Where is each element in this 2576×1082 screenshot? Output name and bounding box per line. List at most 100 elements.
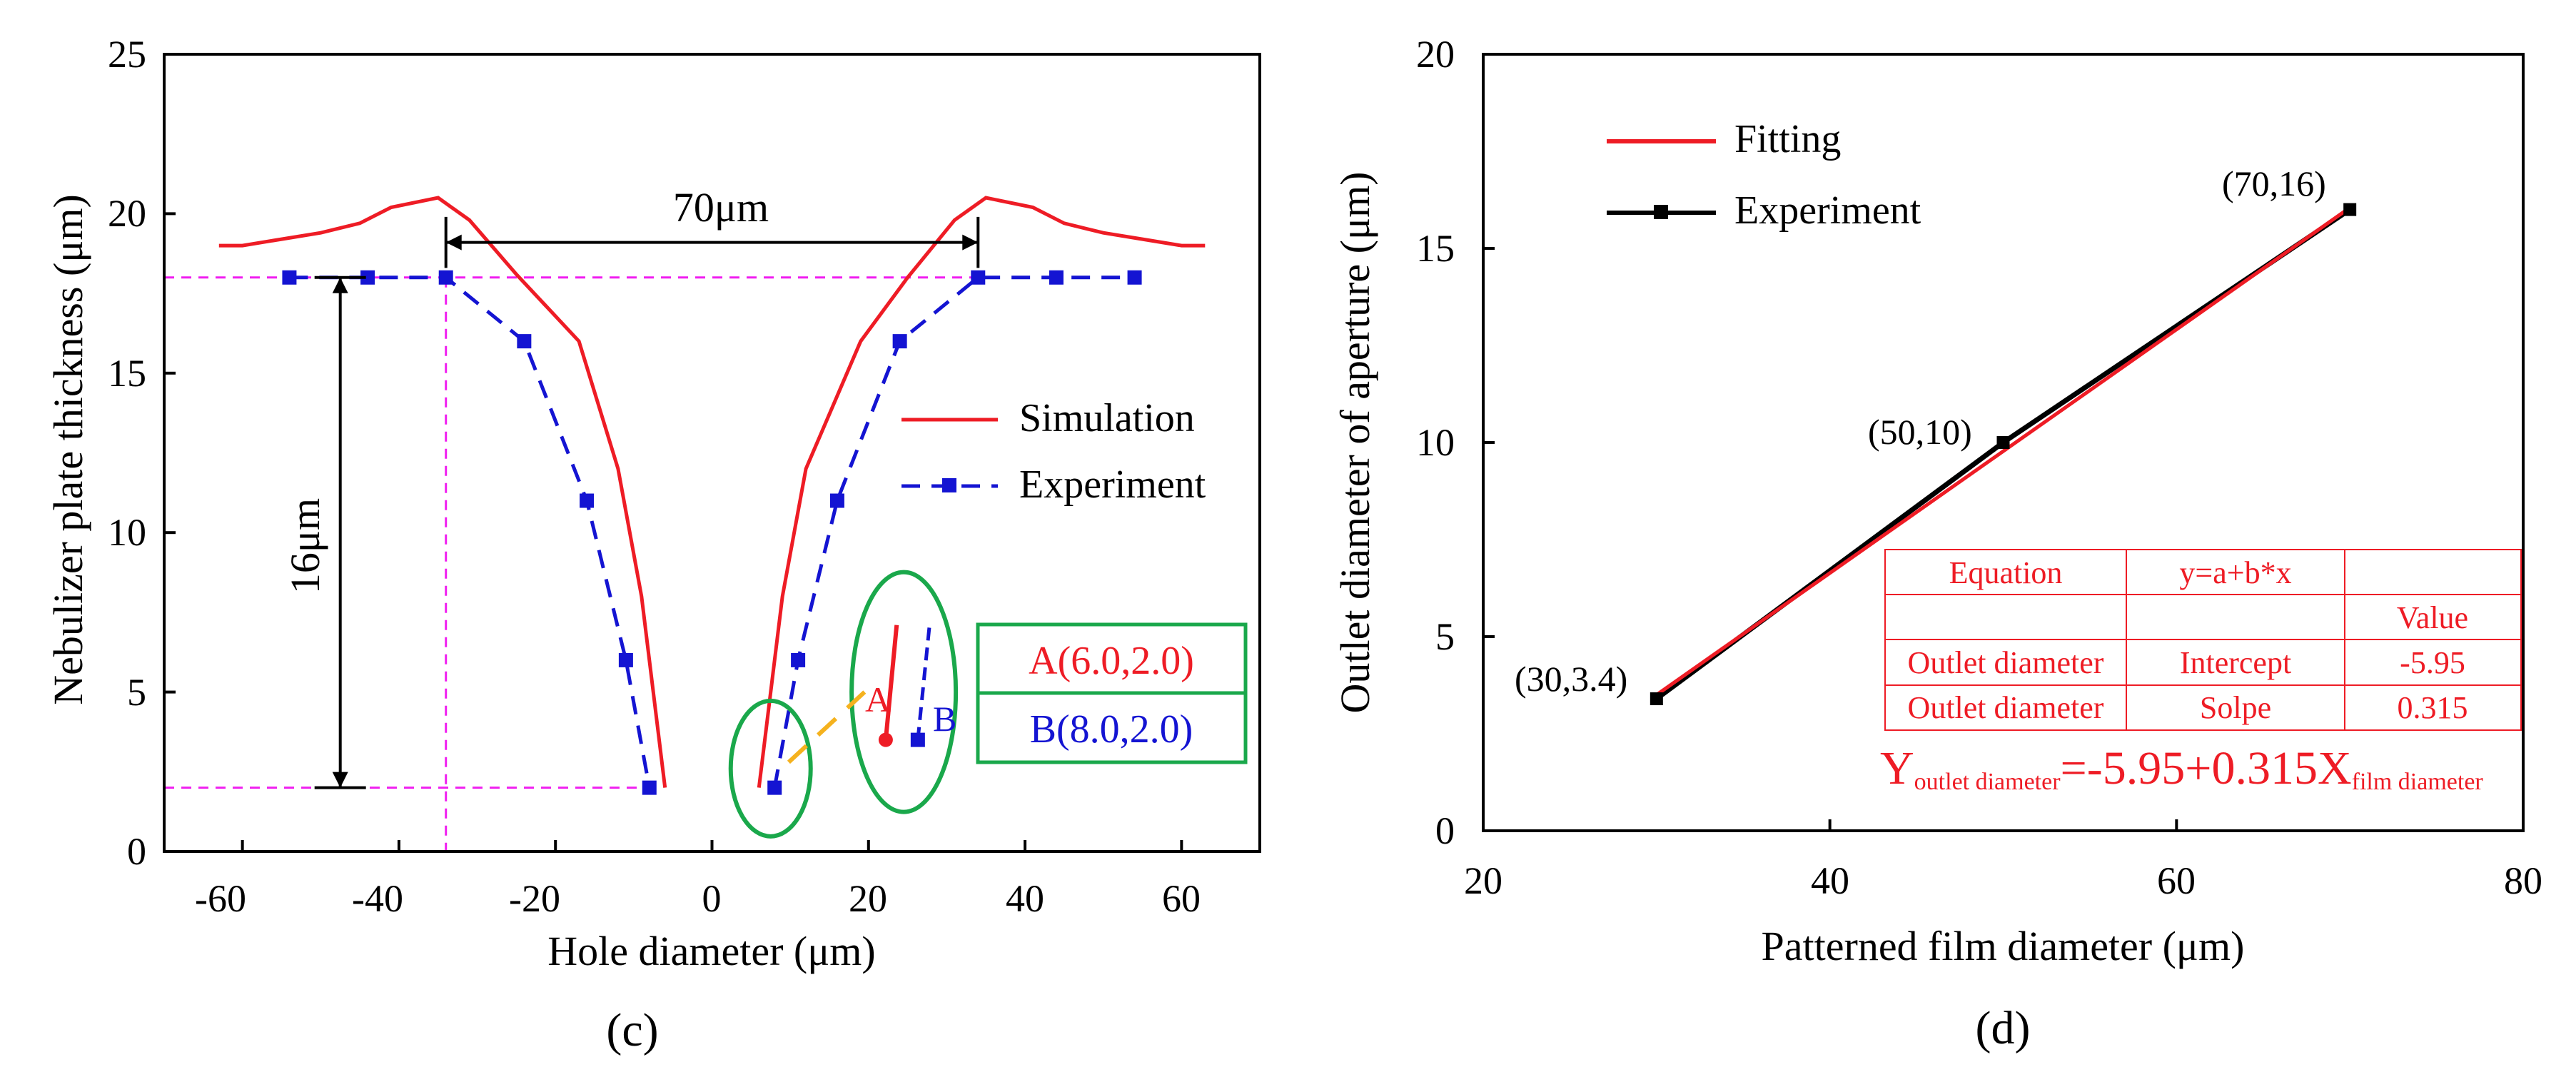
data-point [580,493,595,508]
table-cell: -5.95 [2400,645,2465,680]
axis-ticks [164,53,1183,853]
arrow-head [962,234,979,251]
table-cell: Value [2397,600,2468,635]
x-axis-title: Hole diameter (μm) [547,928,875,974]
inset-line-b [916,625,931,740]
axis-ticks [1482,53,2525,832]
panel-label: (d) [1976,1002,2031,1054]
x-tick-label: 80 [2504,859,2542,902]
table-cell: Equation [1949,555,2063,590]
inset-b-label: B [933,699,956,739]
annotations-group [314,216,980,839]
fit-table: Equation y=a+b*x Value Outlet diameter I… [1884,549,2522,731]
equation-body: =-5.95+0.315X [2061,742,2352,794]
reference-lines [164,276,979,851]
highlight-ellipse-small [728,698,813,839]
y-tick-label: 0 [127,830,146,873]
series-line-simulation [757,196,1206,788]
legend-marker [942,478,956,492]
legend: Fitting Experiment [1607,117,1921,233]
x-tick-label: -20 [509,877,560,920]
data-label: (30,3.4) [1515,659,1627,699]
x-tick-label: -60 [195,877,246,920]
y-tick-label: 25 [108,33,146,76]
height-dimension-label: 16μm [282,498,328,594]
x-tick-label: 60 [2157,859,2196,902]
equation-y-sub: outlet diameter [1914,769,2061,795]
arrow-head [445,234,462,251]
table-cell: Intercept [2180,645,2291,680]
chart-d: 20 40 60 80 0 5 10 15 20 Patterned film … [1332,33,2542,1054]
data-point [1996,436,2010,449]
data-point [438,270,453,285]
data-point [1127,270,1142,285]
data-point [360,270,375,285]
data-point [829,493,844,508]
legend-label: Experiment [1734,188,1921,233]
x-tick-label: 20 [1464,859,1502,902]
point-b-label: B(8.0,2.0) [1030,707,1193,752]
width-dimension-label: 70μm [673,184,769,231]
inset-point-a [878,732,893,747]
data-point [282,270,297,285]
x-tick-label: 40 [1811,859,1849,902]
equation-x-sub: film diameter [2352,769,2484,795]
data-point [971,270,986,285]
x-tick-label: 0 [702,877,722,920]
inset-line-a [883,625,899,740]
y-tick-label: 20 [108,192,146,235]
data-point [1650,692,1663,706]
panel-label: (c) [606,1004,658,1056]
inset-point-b [910,732,925,747]
legend-label: Simulation [1019,396,1195,440]
series-group [218,196,1206,795]
data-point [892,334,907,349]
y-tick-label: 5 [1435,615,1455,658]
zoom-connector [787,690,867,764]
y-tick-label: 20 [1416,33,1455,76]
y-tick-label: 10 [108,511,146,554]
x-axis-title: Patterned film diameter (μm) [1762,923,2245,969]
y-axis-title: Outlet diameter of aperture (μm) [1332,172,1378,714]
series-line-simulation [218,196,667,788]
x-tick-label: 20 [849,877,887,920]
fit-equation: Youtlet diameter=-5.95+0.315Xfilm diamet… [1880,742,2483,795]
highlight-ellipse-large [849,570,959,814]
y-tick-label: 15 [1416,227,1455,270]
arrow-head [332,772,348,788]
legend: Simulation Experiment [901,396,1206,507]
series-line-experiment [289,275,652,789]
x-tick-label: 40 [1006,877,1044,920]
y-tick-label: 0 [1435,809,1455,852]
legend-label: Fitting [1734,117,1841,161]
arrow-head [332,277,348,293]
data-label: (70,16) [2222,163,2326,203]
table-cell: y=a+b*x [2179,555,2291,590]
legend-marker [1654,205,1668,219]
y-tick-label: 10 [1416,421,1455,464]
table-cell: Solpe [2200,690,2271,725]
data-point [517,334,532,349]
table-cell: Outlet diameter [1908,690,2104,725]
y-axis-title: Nebulizer plate thickness (μm) [45,194,91,705]
x-tick-label: -40 [352,877,403,920]
data-point [618,652,633,667]
data-label: (50,10) [1868,412,1972,452]
data-point [1049,270,1064,285]
data-point [791,652,806,667]
y-tick-label: 5 [127,671,146,714]
data-point [767,780,782,795]
legend-label: Experiment [1019,462,1206,507]
equation-y: Y [1880,742,1914,794]
y-tick-label: 15 [108,352,146,395]
series-line-fitting [1655,206,2351,697]
inset-a-label: A [865,679,891,719]
series-group [1650,203,2357,706]
chart-c: -60 -40 -20 0 20 40 60 0 5 10 15 20 25 H… [45,33,1261,1056]
x-tick-label: 60 [1162,877,1201,920]
table-cell: Outlet diameter [1908,645,2104,680]
table-cell: 0.315 [2398,690,2468,725]
point-a-label: A(6.0,2.0) [1029,639,1194,683]
data-point [2343,203,2357,216]
